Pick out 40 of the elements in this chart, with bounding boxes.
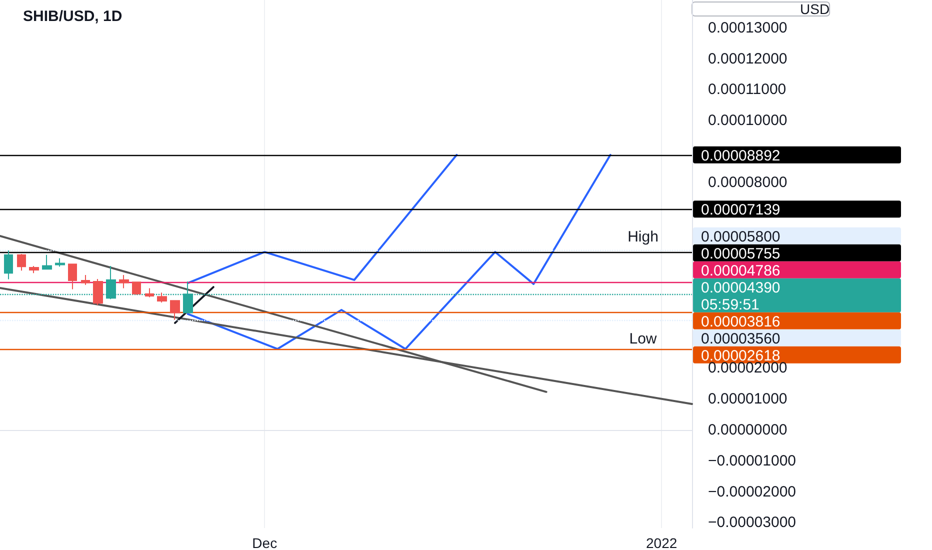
line-series xyxy=(186,154,612,350)
y-tick-label: 0.00002000 xyxy=(708,360,788,377)
candlestick xyxy=(55,258,65,268)
y-tick-label: −0.00001000 xyxy=(708,452,796,470)
text: SHIB/USD, 1D xyxy=(23,8,122,25)
ref-line-label: 0.00005800 xyxy=(701,228,780,246)
y-tick-label: 0.00010000 xyxy=(708,112,788,130)
ref-line-label: 0.00003560 xyxy=(701,330,780,348)
candlestick xyxy=(68,264,77,290)
candlestick xyxy=(4,250,13,280)
line-series xyxy=(186,154,458,284)
y-tick-label: −0.00003000 xyxy=(708,514,796,532)
y-tick-label: 0.00001000 xyxy=(708,390,788,408)
ref-line-label: 0.00007139 xyxy=(701,202,780,219)
annotation: Low xyxy=(629,330,657,348)
candlestick xyxy=(42,254,52,270)
y-tick-label: 0.00011000 xyxy=(708,81,786,98)
x-tick-label: 2022 xyxy=(646,535,678,550)
annotation: High xyxy=(628,228,658,246)
ref-line-label: 0.00008892 xyxy=(701,147,780,164)
candlestick xyxy=(132,282,141,296)
ref-line-label: 0.00003816 xyxy=(701,313,780,330)
candlestick xyxy=(81,274,90,286)
candlestick xyxy=(170,300,180,320)
y-tick-label: 0.00013000 xyxy=(708,19,788,36)
y-tick-label: 0.00012000 xyxy=(708,50,788,68)
candlestick xyxy=(119,274,129,289)
candlestick xyxy=(29,266,39,274)
y-axis-title: USD xyxy=(800,1,830,17)
ref-line-label: 0.00005755 xyxy=(701,245,780,262)
y-tick-label: 0.00000000 xyxy=(708,421,788,438)
candlestick xyxy=(145,288,154,298)
ref-line-label: 0.00004390 05:59:51 xyxy=(701,279,780,314)
ref-line-label: 0.00004786 xyxy=(701,262,780,280)
x-tick-label: Dec xyxy=(252,535,278,550)
y-tick-label: 0.00008000 xyxy=(708,174,788,191)
candlestick xyxy=(157,292,167,304)
y-tick-label: −0.00002000 xyxy=(708,483,796,500)
candlestick xyxy=(17,253,26,272)
candlestick xyxy=(93,278,103,306)
